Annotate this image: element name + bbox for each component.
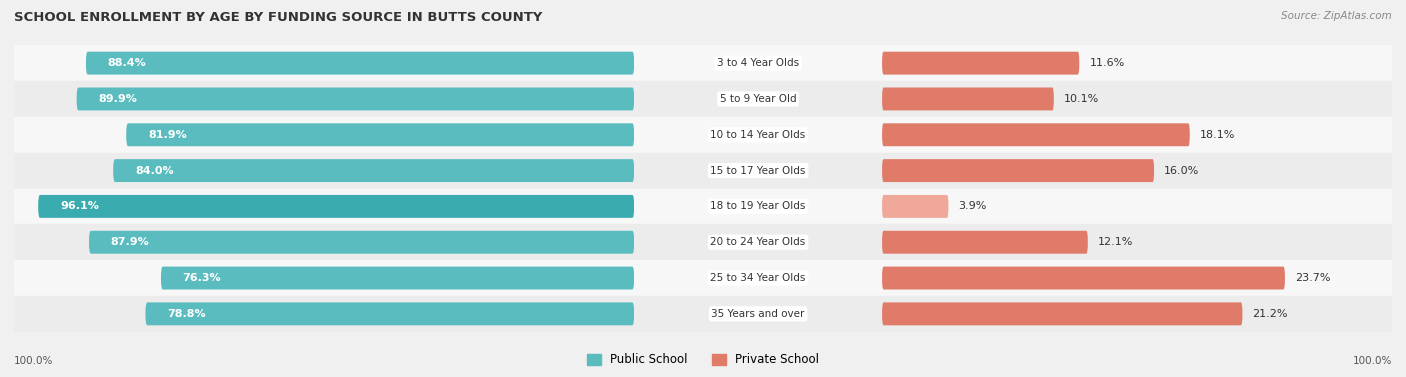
Text: SCHOOL ENROLLMENT BY AGE BY FUNDING SOURCE IN BUTTS COUNTY: SCHOOL ENROLLMENT BY AGE BY FUNDING SOUR… <box>14 11 543 24</box>
Text: 10 to 14 Year Olds: 10 to 14 Year Olds <box>710 130 806 140</box>
Text: 10.1%: 10.1% <box>1064 94 1099 104</box>
Bar <box>634 117 882 153</box>
Bar <box>882 296 1392 332</box>
FancyBboxPatch shape <box>882 52 1080 75</box>
FancyBboxPatch shape <box>160 267 634 290</box>
Bar <box>882 45 1392 81</box>
Bar <box>882 81 1392 117</box>
FancyBboxPatch shape <box>882 267 1285 290</box>
Text: 11.6%: 11.6% <box>1090 58 1125 68</box>
Text: Source: ZipAtlas.com: Source: ZipAtlas.com <box>1281 11 1392 21</box>
Text: 88.4%: 88.4% <box>108 58 146 68</box>
Legend: Public School, Private School: Public School, Private School <box>582 349 824 371</box>
FancyBboxPatch shape <box>882 231 1088 254</box>
Bar <box>882 117 1392 153</box>
Text: 35 Years and over: 35 Years and over <box>711 309 804 319</box>
Bar <box>14 117 634 153</box>
Bar <box>14 81 634 117</box>
Text: 100.0%: 100.0% <box>1353 356 1392 366</box>
Bar <box>14 45 634 81</box>
Text: 18 to 19 Year Olds: 18 to 19 Year Olds <box>710 201 806 211</box>
Text: 23.7%: 23.7% <box>1295 273 1330 283</box>
Text: 81.9%: 81.9% <box>148 130 187 140</box>
Bar <box>882 224 1392 260</box>
Text: 21.2%: 21.2% <box>1253 309 1288 319</box>
Bar <box>882 153 1392 188</box>
Text: 76.3%: 76.3% <box>183 273 221 283</box>
Text: 96.1%: 96.1% <box>60 201 98 211</box>
Text: 20 to 24 Year Olds: 20 to 24 Year Olds <box>710 237 806 247</box>
FancyBboxPatch shape <box>89 231 634 254</box>
Bar <box>14 153 634 188</box>
Bar <box>634 81 882 117</box>
Bar <box>634 188 882 224</box>
Bar <box>14 296 634 332</box>
FancyBboxPatch shape <box>882 302 1243 325</box>
Bar <box>14 260 634 296</box>
Bar <box>634 296 882 332</box>
FancyBboxPatch shape <box>882 159 1154 182</box>
Text: 15 to 17 Year Olds: 15 to 17 Year Olds <box>710 166 806 176</box>
FancyBboxPatch shape <box>882 195 949 218</box>
FancyBboxPatch shape <box>882 123 1189 146</box>
FancyBboxPatch shape <box>882 87 1054 110</box>
FancyBboxPatch shape <box>86 52 634 75</box>
Text: 12.1%: 12.1% <box>1098 237 1133 247</box>
Bar <box>882 260 1392 296</box>
Bar <box>634 153 882 188</box>
Text: 78.8%: 78.8% <box>167 309 205 319</box>
Bar <box>14 188 634 224</box>
FancyBboxPatch shape <box>38 195 634 218</box>
Text: 18.1%: 18.1% <box>1199 130 1236 140</box>
Text: 3 to 4 Year Olds: 3 to 4 Year Olds <box>717 58 799 68</box>
Bar <box>634 224 882 260</box>
FancyBboxPatch shape <box>127 123 634 146</box>
Text: 3.9%: 3.9% <box>959 201 987 211</box>
Bar <box>634 260 882 296</box>
Bar <box>882 188 1392 224</box>
Text: 84.0%: 84.0% <box>135 166 173 176</box>
Bar <box>634 45 882 81</box>
FancyBboxPatch shape <box>114 159 634 182</box>
Text: 5 to 9 Year Old: 5 to 9 Year Old <box>720 94 796 104</box>
Text: 100.0%: 100.0% <box>14 356 53 366</box>
Text: 89.9%: 89.9% <box>98 94 138 104</box>
Text: 25 to 34 Year Olds: 25 to 34 Year Olds <box>710 273 806 283</box>
FancyBboxPatch shape <box>76 87 634 110</box>
Text: 16.0%: 16.0% <box>1164 166 1199 176</box>
Text: 87.9%: 87.9% <box>111 237 149 247</box>
Bar <box>14 224 634 260</box>
FancyBboxPatch shape <box>145 302 634 325</box>
